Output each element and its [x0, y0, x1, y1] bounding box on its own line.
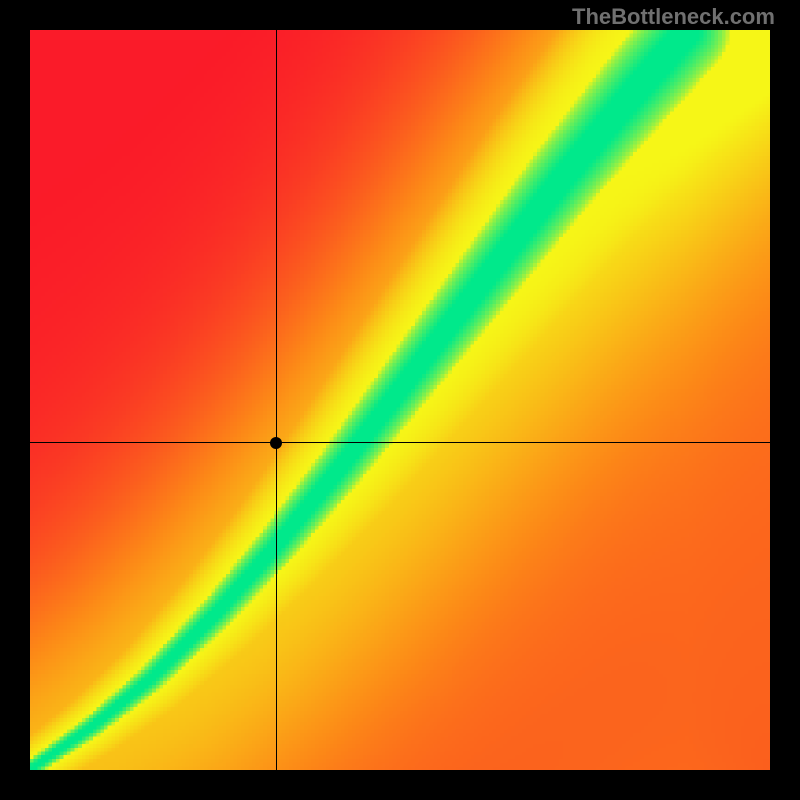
crosshair-horizontal	[30, 442, 770, 443]
crosshair-vertical	[276, 30, 277, 770]
watermark-text: TheBottleneck.com	[572, 4, 775, 30]
heatmap-canvas	[30, 30, 770, 770]
